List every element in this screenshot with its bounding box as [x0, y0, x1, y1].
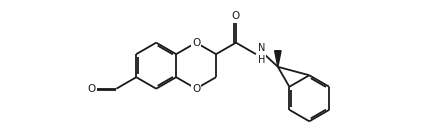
Polygon shape	[275, 51, 281, 67]
Text: O: O	[192, 84, 200, 94]
Text: N
H: N H	[259, 43, 266, 65]
Text: O: O	[232, 10, 240, 21]
Text: O: O	[192, 38, 200, 48]
Text: O: O	[87, 84, 95, 94]
